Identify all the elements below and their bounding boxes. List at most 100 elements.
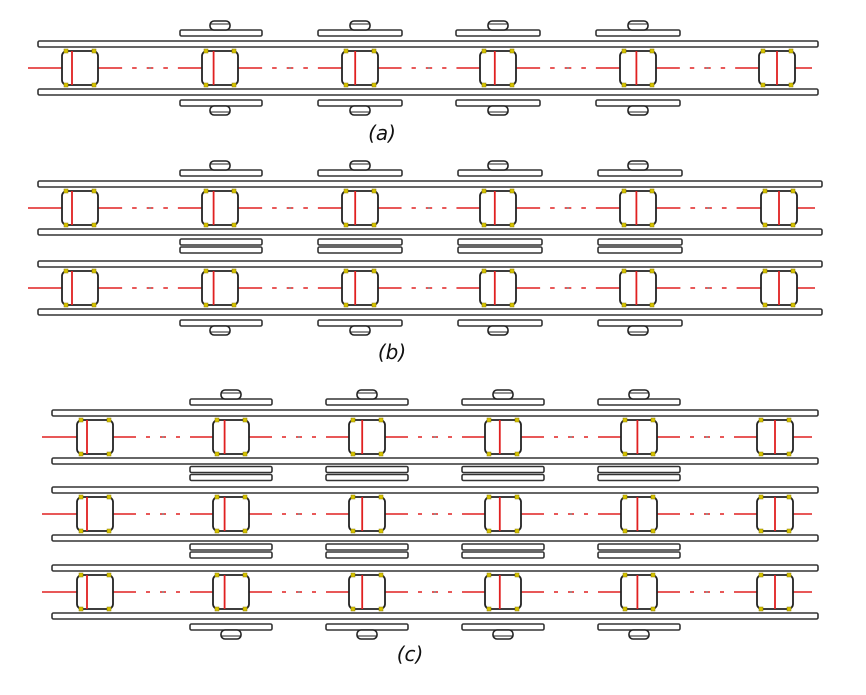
pin-marker [91, 48, 97, 54]
pin-marker [649, 82, 655, 88]
link-plate [317, 238, 403, 246]
centerline-dot [707, 287, 710, 289]
pin-marker [203, 302, 209, 308]
pin-marker [650, 417, 656, 423]
pin-marker [214, 494, 220, 500]
centerline-gap [153, 66, 164, 70]
pin-marker [514, 606, 520, 612]
pin-marker [350, 417, 356, 423]
pin-marker [760, 82, 766, 88]
centerline-dot [298, 513, 300, 515]
centerline-dot [428, 207, 430, 209]
pin-marker [378, 528, 384, 534]
pin-marker [622, 494, 628, 500]
centerline-gap [136, 435, 146, 439]
sprocket-tooth [628, 389, 650, 400]
sprocket-tooth [220, 389, 242, 400]
centerline-gap [694, 66, 705, 70]
centerline-gap [136, 590, 146, 594]
roller [61, 270, 99, 306]
centerline-dot [162, 436, 164, 438]
centerline-gap [574, 512, 584, 516]
centerline-gap [571, 286, 582, 290]
pin-marker [91, 82, 97, 88]
roller [201, 270, 239, 306]
pin-marker [650, 572, 656, 578]
pin-marker [514, 451, 520, 457]
pin-marker [203, 268, 209, 274]
pin-marker [78, 528, 84, 534]
link-plate [455, 99, 541, 107]
centerline-dot [567, 207, 569, 209]
link-plate [51, 564, 819, 572]
sprocket-tooth [349, 20, 371, 31]
centerline-gap [432, 286, 443, 290]
pin-marker [514, 494, 520, 500]
link-plate [461, 473, 545, 482]
centerline-dot [434, 436, 436, 438]
link-plate [189, 465, 273, 474]
link-plate [325, 473, 409, 482]
centerline-gap [554, 206, 565, 210]
roller [479, 270, 517, 306]
roller [76, 574, 114, 610]
centerline-gap [432, 66, 443, 70]
sprocket-tooth [627, 160, 649, 171]
pin-marker [649, 302, 655, 308]
centerline-gap [276, 66, 287, 70]
centerline-gap [153, 206, 164, 210]
pin-marker [106, 494, 112, 500]
pin-marker [350, 494, 356, 500]
pin-marker [758, 572, 764, 578]
sprocket-tooth [209, 160, 231, 171]
centerline-gap [680, 590, 690, 594]
pin-marker [509, 188, 515, 194]
centerline-gap [540, 206, 551, 210]
centerline-gap [302, 512, 312, 516]
link-plate [179, 169, 263, 177]
centerline-gap [452, 435, 462, 439]
centerline-gap [574, 435, 584, 439]
roller [479, 190, 517, 226]
centerline-gap [585, 66, 596, 70]
centerline-gap [680, 206, 691, 210]
centerline-dot [567, 287, 569, 289]
pin-marker [63, 268, 69, 274]
roller [341, 50, 379, 86]
centerline-gap [286, 512, 296, 516]
centerline-dot [434, 591, 436, 593]
pin-marker [481, 188, 487, 194]
pin-marker [343, 188, 349, 194]
link-plate [189, 551, 273, 559]
centerline-gap [272, 435, 282, 439]
pin-marker [650, 451, 656, 457]
sprocket-tooth [492, 389, 514, 400]
pin-marker [231, 268, 237, 274]
pin-marker [509, 48, 515, 54]
centerline-gap [710, 435, 720, 439]
centerline-gap [585, 206, 596, 210]
pin-marker [343, 48, 349, 54]
pin-marker [622, 451, 628, 457]
centerline-gap [558, 435, 568, 439]
centerline-gap [408, 590, 418, 594]
sprocket-tooth [356, 629, 378, 640]
roller [76, 419, 114, 455]
pin-marker [481, 48, 487, 54]
centerline-gap [136, 206, 147, 210]
sprocket-tooth [220, 629, 242, 640]
pin-marker [486, 572, 492, 578]
pin-marker [786, 572, 792, 578]
pin-marker [91, 302, 97, 308]
centerline-dot [706, 513, 708, 515]
pin-marker [762, 268, 768, 274]
pin-marker [509, 222, 515, 228]
pin-marker [786, 417, 792, 423]
link-plate [595, 99, 681, 107]
centerline-gap [544, 435, 554, 439]
centerline-gap [293, 286, 304, 290]
pin-marker [78, 494, 84, 500]
sprocket-tooth [492, 629, 514, 640]
pin-marker [649, 48, 655, 54]
centerline-gap [725, 66, 736, 70]
